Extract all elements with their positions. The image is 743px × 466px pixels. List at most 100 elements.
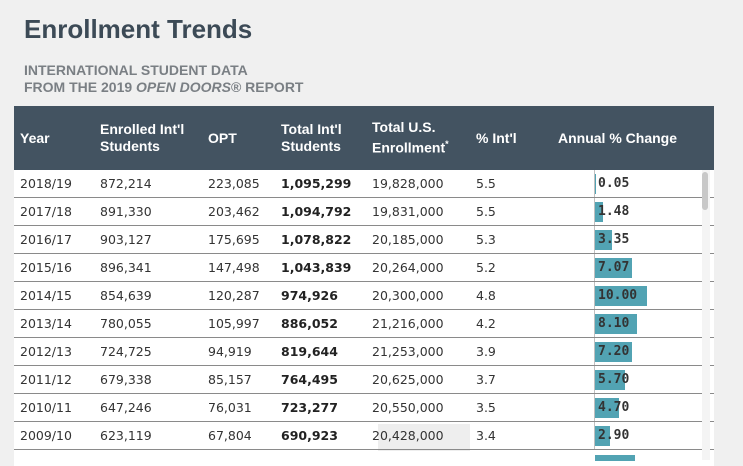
cell-opt: 120,287 (208, 288, 260, 303)
bar-axis (594, 198, 595, 225)
cell-total-intl: 886,052 (281, 316, 338, 331)
cell-pct-intl: 4.8 (476, 288, 496, 303)
change-bar-label: 5.70 (598, 372, 630, 387)
cell-year: 2013/14 (20, 316, 72, 331)
cell-year: 2015/16 (20, 260, 72, 275)
cell-total-us: 20,428,000 (372, 428, 444, 443)
subtitle-line-1: INTERNATIONAL STUDENT DATA (24, 62, 248, 78)
bar-axis (594, 282, 595, 309)
cell-total-us: 19,831,000 (372, 204, 444, 219)
cell-opt: 105,997 (208, 316, 260, 331)
cell-total-intl: 819,644 (281, 344, 338, 359)
column-header-opt[interactable]: OPT (208, 129, 237, 146)
table-row: 2014/15 854,639 120,287 974,926 20,300,000 4.… (14, 282, 714, 310)
column-header-enrolled[interactable]: Enrolled Int'l Students (100, 121, 185, 154)
cell-total-intl: 764,495 (281, 372, 338, 387)
column-header-total-intl[interactable]: Total Int'l Students (281, 121, 342, 154)
cell-total-us: 21,253,000 (372, 344, 444, 359)
bar-axis (594, 394, 595, 421)
cell-highlight (378, 424, 470, 451)
change-bar (595, 286, 647, 306)
cell-enrolled: 679,338 (100, 372, 152, 387)
bar-axis (594, 338, 595, 365)
table-header: Year Enrolled Int'l Students OPT Total In… (14, 106, 714, 170)
subtitle-prefix: FROM THE 2019 (24, 79, 137, 95)
change-bar (595, 174, 596, 194)
cell-enrolled: 724,725 (100, 344, 152, 359)
change-bar-label: 3.35 (598, 232, 630, 247)
table-row: 2012/13 724,725 94,919 819,644 21,253,000 3.9… (14, 338, 714, 366)
cell-pct-intl: 3.9 (476, 344, 496, 359)
change-bar (595, 398, 619, 418)
table-row: 2011/12 679,338 85,157 764,495 20,625,000 3.7… (14, 366, 714, 394)
cell-pct-intl: 3.4 (476, 428, 496, 443)
cell-total-intl: 1,043,839 (281, 260, 352, 275)
table-row: 2017/18 891,330 203,462 1,094,792 19,831,000… (14, 198, 714, 226)
table-row: 2013/14 780,055 105,997 886,052 21,216,000 4.… (14, 310, 714, 338)
change-bar-label: 2.90 (598, 428, 630, 443)
cell-enrolled: 647,246 (100, 400, 152, 415)
cell-opt: 203,462 (208, 204, 260, 219)
cell-year: 2018/19 (20, 176, 72, 191)
table-row: 2015/16 896,341 147,498 1,043,839 20,264,000… (14, 254, 714, 282)
cell-enrolled: 896,341 (100, 260, 152, 275)
bar-axis (594, 254, 595, 281)
cell-total-us: 20,264,000 (372, 260, 444, 275)
cell-total-intl: 1,095,299 (281, 176, 352, 191)
cell-enrolled: 854,639 (100, 288, 152, 303)
cell-year: 2009/10 (20, 428, 72, 443)
cell-pct-intl: 3.7 (476, 372, 496, 387)
cell-annual-change: 2.90 (594, 422, 704, 449)
subtitle-suffix: ® REPORT (230, 79, 304, 95)
column-header-year[interactable]: Year (20, 129, 50, 146)
cell-total-us: 20,185,000 (372, 232, 444, 247)
cell-opt: 147,498 (208, 260, 260, 275)
cell-total-intl: 723,277 (281, 400, 338, 415)
change-bar-label: 7.20 (598, 344, 630, 359)
scrollbar-track[interactable] (702, 170, 710, 460)
cell-year: 2016/17 (20, 232, 72, 247)
cell-total-us: 19,828,000 (372, 176, 444, 191)
column-header-annual-change[interactable]: Annual % Change (558, 129, 678, 146)
bar-axis (594, 170, 595, 197)
change-bar-label: 8.10 (598, 316, 630, 331)
cell-enrolled: 623,119 (100, 428, 152, 443)
cell-year: 2012/13 (20, 344, 72, 359)
table-row: 2016/17 903,127 175,695 1,078,822 20,185,000… (14, 226, 714, 254)
table-row: 2009/10 623,119 67,804 690,923 20,428,000 3.4… (14, 422, 714, 450)
cell-annual-change: 7.07 (594, 254, 704, 281)
cell-enrolled: 872,214 (100, 176, 152, 191)
cell-pct-intl: 3.5 (476, 400, 496, 415)
column-header-total-us[interactable]: Total U.S. Enrollment* (372, 119, 449, 156)
cell-pct-intl: 5.2 (476, 260, 496, 275)
cell-annual-change: 3.35 (594, 226, 704, 253)
change-bar (595, 230, 612, 250)
column-header-pct-intl[interactable]: % Int'l (476, 129, 517, 146)
cell-enrolled: 780,055 (100, 316, 152, 331)
bar-axis (594, 310, 595, 337)
cell-opt: 223,085 (208, 176, 260, 191)
cell-year: 2014/15 (20, 288, 72, 303)
cell-opt: 94,919 (208, 344, 252, 359)
cell-total-us: 21,216,000 (372, 316, 444, 331)
cell-pct-intl: 5.3 (476, 232, 496, 247)
cell-total-us: 20,300,000 (372, 288, 444, 303)
cell-total-intl: 974,926 (281, 288, 338, 303)
cell-year: 2010/11 (20, 400, 72, 415)
table-row: 2018/19 872,214 223,085 1,095,299 19,828,000… (14, 170, 714, 198)
change-bar (595, 426, 610, 446)
cell-enrolled: 903,127 (100, 232, 152, 247)
bar-axis (594, 422, 595, 449)
cell-total-us: 20,550,000 (372, 400, 444, 415)
change-bar-label: 1.48 (598, 204, 630, 219)
change-bar (595, 370, 625, 390)
cell-annual-change: 7.20 (594, 338, 704, 365)
change-bar (595, 342, 632, 362)
change-bar-label: 10.00 (598, 288, 638, 303)
cell-annual-change: 5.70 (594, 366, 704, 393)
cell-year: 2017/18 (20, 204, 72, 219)
cell-opt: 67,804 (208, 428, 252, 443)
scrollbar-thumb[interactable] (702, 172, 708, 210)
cell-pct-intl: 5.5 (476, 176, 496, 191)
table-row: 2010/11 647,246 76,031 723,277 20,550,000 3.5… (14, 394, 714, 422)
